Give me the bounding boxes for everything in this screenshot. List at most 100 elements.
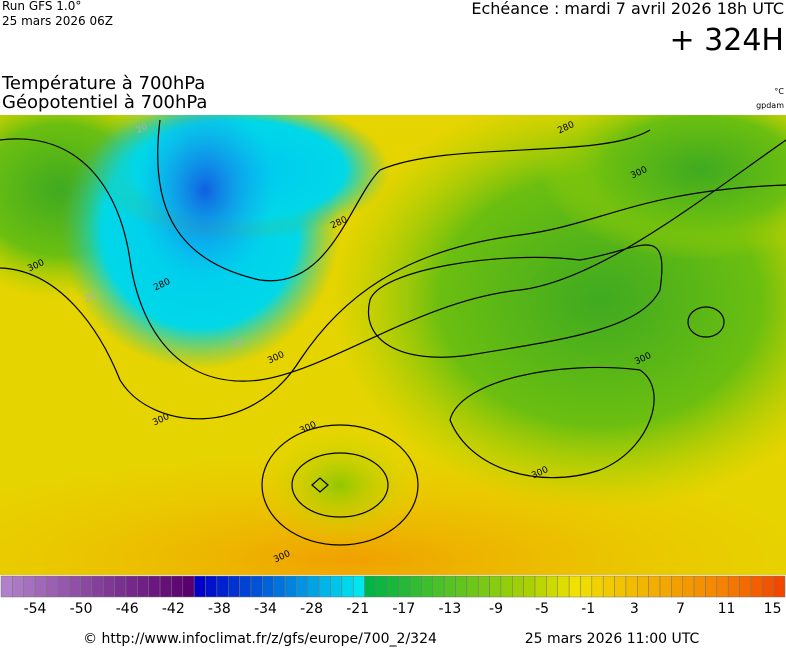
colorbar-swatch (296, 575, 309, 598)
colorbar-swatch (477, 575, 490, 598)
colorbar-swatch (23, 575, 36, 598)
valid-time: Echéance : mardi 7 avril 2026 18h UTC (471, 0, 784, 18)
colorbar-swatch (580, 575, 593, 598)
colorbar-swatch (352, 575, 365, 598)
colorbar-swatch (34, 575, 47, 598)
colorbar-swatch (489, 575, 502, 598)
title-temperature: Température à 700hPa (1, 73, 205, 94)
colorbar-swatch (614, 575, 627, 598)
colorbar-label: -54 (24, 601, 47, 617)
colorbar-swatch (568, 575, 581, 598)
colorbar-swatch (523, 575, 536, 598)
colorbar-swatch (239, 575, 252, 598)
colorbar-swatch (307, 575, 320, 598)
unit-temperature: °C (774, 87, 784, 96)
colorbar-swatch (693, 575, 706, 598)
colorbar-swatch (193, 575, 206, 598)
contour-label: 20 (83, 291, 98, 305)
colorbar-swatch (205, 575, 218, 598)
colorbar-label: -34 (254, 601, 277, 617)
colorbar-swatch (682, 575, 695, 598)
colorbar-label: 11 (718, 601, 736, 617)
very-cold-area (135, 115, 275, 280)
colorbar-swatch (466, 575, 479, 598)
title-geopotential: Géopotentiel à 700hPa (2, 92, 207, 113)
colorbar-swatch (68, 575, 81, 598)
colorbar-swatch (773, 575, 786, 598)
colorbar-swatch (159, 575, 172, 598)
run-date: 25 mars 2026 06Z (2, 14, 113, 28)
colorbar-swatch (227, 575, 240, 598)
colorbar-swatch (273, 575, 286, 598)
colorbar-label: -50 (70, 601, 93, 617)
colorbar-swatch (432, 575, 445, 598)
colorbar-swatch (375, 575, 388, 598)
colorbar: -54 -50 -46 -42 -38 -34 -28 -21 -17 -13 -9 -5 -1 3 7 11… (0, 575, 786, 617)
colorbar-swatch (137, 575, 149, 598)
colorbar-label: -28 (300, 601, 323, 617)
cut-off-low (260, 425, 420, 545)
colorbar-swatch (216, 575, 229, 598)
map (0, 115, 786, 575)
colorbar-swatch (591, 575, 604, 598)
colorbar-swatch (262, 575, 274, 598)
colorbar-swatch (330, 575, 343, 598)
contour-label: 20 (135, 122, 150, 136)
colorbar-swatch (318, 575, 331, 598)
colorbar-label: -21 (346, 601, 369, 617)
colorbar-swatch (0, 575, 13, 598)
colorbar-swatch (103, 575, 115, 598)
colorbar-swatch (716, 575, 729, 598)
unit-geopotential: gpdam (756, 101, 784, 110)
colorbar-swatch (739, 575, 752, 598)
colorbar-swatch (557, 575, 570, 598)
colorbar-swatch (659, 575, 672, 598)
geopotential-contours (0, 119, 786, 546)
colorbar-swatch (57, 575, 70, 598)
colorbar-swatch (91, 575, 104, 598)
colorbar-label: -1 (581, 601, 595, 617)
colorbar-label: -9 (489, 601, 503, 617)
colorbar-swatch (534, 575, 547, 598)
colorbar-swatch (750, 575, 763, 598)
colorbar-label: 7 (676, 601, 685, 617)
colorbar-swatch (12, 575, 24, 598)
colorbar-label: 3 (630, 601, 639, 617)
colorbar-swatch (443, 575, 456, 598)
colorbar-swatch (512, 575, 524, 598)
colorbar-swatch (648, 575, 661, 598)
colorbar-swatch (455, 575, 468, 598)
colorbar-swatch (637, 575, 649, 598)
colorbar-swatch (125, 575, 138, 598)
generated-timestamp: 25 mars 2026 11:00 UTC (525, 631, 700, 647)
colorbar-swatch (114, 575, 127, 598)
colorbar-swatch (387, 575, 399, 598)
mild-area (540, 115, 786, 260)
colorbar-swatch (171, 575, 184, 598)
colorbar-swatch (80, 575, 93, 598)
colorbar-swatch (625, 575, 638, 598)
colorbar-swatch (671, 575, 683, 598)
source-url: © http://www.infoclimat.fr/z/gfs/europe/… (83, 631, 437, 647)
colorbar-swatch (284, 575, 297, 598)
colorbar-swatch (602, 575, 615, 598)
colorbar-swatch (250, 575, 263, 598)
contour-label: 20 (231, 337, 246, 351)
colorbar-swatch (341, 575, 354, 598)
colorbar-label: -17 (392, 601, 415, 617)
colorbar-label: -5 (535, 601, 549, 617)
colorbar-label: -42 (162, 601, 185, 617)
run-label: Run GFS 1.0° (2, 0, 81, 13)
lead-time: + 324H (670, 23, 785, 58)
colorbar-swatch (46, 575, 59, 598)
colorbar-swatch (500, 575, 513, 598)
colorbar-swatch (409, 575, 422, 598)
colorbar-swatch (705, 575, 718, 598)
colorbar-swatch (727, 575, 740, 598)
colorbar-label: -13 (438, 601, 461, 617)
colorbar-swatch (182, 575, 195, 598)
colorbar-swatch (546, 575, 559, 598)
colorbar-label: -46 (116, 601, 139, 617)
